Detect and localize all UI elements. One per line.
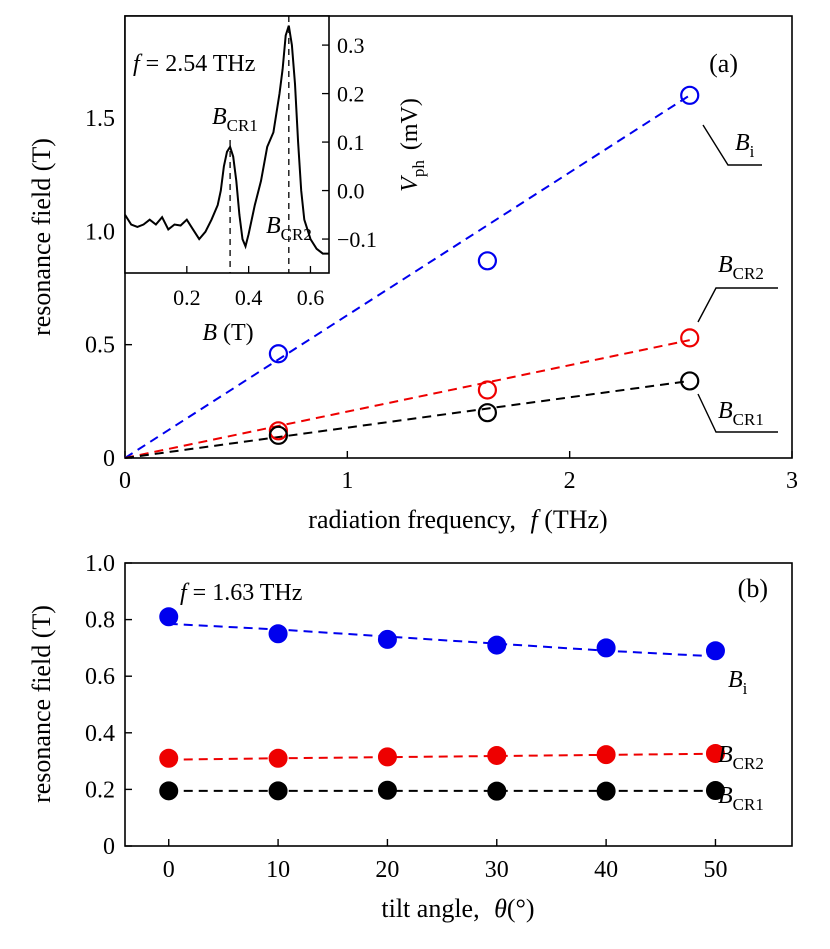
panel-a-point-bcr1 xyxy=(477,403,498,423)
panel-a-y-tick-label: 1.5 xyxy=(85,106,115,132)
panel-a-series-label-bcr1: BCR1 xyxy=(718,398,764,429)
inset-frame xyxy=(124,15,330,274)
panel-b-point-bi xyxy=(596,638,616,658)
inset-y-tick-label: −0.1 xyxy=(337,227,377,252)
panel-b-point-bcr1 xyxy=(705,781,725,801)
inset-y-tick-label: 0.2 xyxy=(337,82,365,107)
inset-resonance-markers xyxy=(229,16,290,273)
panel-b-y-axis-label: resonance field (T) xyxy=(27,605,56,803)
panel-a-fit-line-bi xyxy=(124,94,691,459)
panel-a-y-axis-label: resonance field (T) xyxy=(27,138,56,336)
panel-b-y-tick-label: 0.2 xyxy=(85,777,115,803)
panel-b-x-tick-label: 20 xyxy=(375,857,399,883)
panel-b-point-bcr1 xyxy=(377,780,397,800)
inset-y-tick-label: 0.1 xyxy=(337,130,365,155)
panel-b-point-bi xyxy=(487,635,507,655)
panel-b-y-tick-label: 0.8 xyxy=(85,608,115,634)
panel-b-point-bi xyxy=(268,624,288,644)
panel-a-markers xyxy=(268,85,700,445)
panel-b-x-tick-label: 40 xyxy=(594,857,618,883)
panel-a: 0 1 2 3 0 0.5 1.0 1.5 (a) Bi BCR2 BCR1 radiatio… xyxy=(27,15,798,534)
panel-a-point-bcr2 xyxy=(680,328,700,348)
inset-photovoltage-trace xyxy=(124,25,329,255)
panel-b-y-tick-label: 0.6 xyxy=(85,664,115,690)
inset-y-tick-label: 0.3 xyxy=(337,33,365,58)
panel-b-point-bcr1 xyxy=(487,781,507,801)
inset-x-tick-label: 0.2 xyxy=(173,285,201,310)
panel-a-x-tick-label: 3 xyxy=(786,468,798,494)
inset-x-tick-label: 0.4 xyxy=(235,285,263,310)
panel-a-point-bcr1 xyxy=(268,425,289,445)
panel-b-fit-lines xyxy=(168,622,716,792)
panel-a-series-label-bi: Bi xyxy=(735,130,755,161)
inset-x-tick-label: 0.6 xyxy=(297,285,325,310)
panel-b-point-bcr1 xyxy=(159,781,179,801)
panel-a-point-bcr2 xyxy=(268,421,289,441)
panel-a-x-tick-label: 2 xyxy=(564,468,576,494)
panel-b-y-tick-label: 0 xyxy=(103,834,115,860)
inset-frequency-annotation: f = 2.54 THz xyxy=(133,51,255,77)
panel-a-point-bcr1 xyxy=(680,371,700,391)
panel-b-point-bcr2 xyxy=(596,745,616,765)
panel-b-point-bi xyxy=(377,629,397,649)
inset-marker-label-bcr2: BCR2 xyxy=(266,213,312,244)
panel-b-point-bcr1 xyxy=(596,781,616,801)
panel-b-point-bcr2 xyxy=(268,748,288,768)
panel-a-y-tick-label: 1.0 xyxy=(85,219,115,245)
panel-a-fit-lines xyxy=(124,94,691,459)
panel-a-x-axis-label: radiation frequency, f (THz) xyxy=(308,505,607,534)
panel-b-label: (b) xyxy=(738,574,768,603)
panel-b-point-bi xyxy=(159,607,179,627)
panel-a-fit-line-bcr2 xyxy=(124,339,690,459)
panel-b-ticks: 0 10 20 30 40 50 0 0.2 0.4 0.6 0.8 1.0 xyxy=(85,551,727,883)
panel-a-label-leader-1 xyxy=(697,287,778,323)
panel-b-markers xyxy=(159,607,725,801)
panel-b-point-bcr2 xyxy=(487,745,507,765)
panel-a-label-leaders xyxy=(697,124,778,433)
panel-b-frame xyxy=(124,562,793,847)
panel-b-x-tick-label: 50 xyxy=(703,857,727,883)
panel-a-point-bi xyxy=(680,85,700,105)
panel-a-point-bi xyxy=(477,251,498,271)
panel-a-x-tick-label: 0 xyxy=(119,468,131,494)
panel-b-fit-line-bi xyxy=(168,622,716,658)
panel-a-point-bcr2 xyxy=(477,380,498,400)
panel-b-x-tick-label: 30 xyxy=(485,857,509,883)
panel-b-point-bcr1 xyxy=(268,781,288,801)
panel-b-point-bcr2 xyxy=(705,743,725,763)
inset-y-axis-label: Vph(mV) xyxy=(397,98,428,192)
inset-x-axis-label: B (T) xyxy=(202,320,253,346)
panel-a-label-leader-0 xyxy=(702,124,762,166)
panel-a-point-bi xyxy=(268,344,289,364)
panel-b-series-label-bi: Bi xyxy=(728,667,748,698)
panel-a-label-leader-2 xyxy=(697,393,778,433)
inset-y-tick-label: 0.0 xyxy=(337,179,365,204)
panel-a-x-tick-label: 1 xyxy=(341,468,353,494)
panel-b-point-bcr2 xyxy=(159,748,179,768)
panel-a-y-tick-label: 0 xyxy=(103,446,115,472)
panel-b-fit-line-bcr2 xyxy=(168,752,716,761)
inset-plot: 0.2 0.4 0.6 −0.1 0.0 0.1 0.2 0.3 f = 2.54 THz B… xyxy=(124,15,428,346)
panel-b-series-label-bcr1: BCR1 xyxy=(718,783,764,814)
panel-b: 0 10 20 30 40 50 0 0.2 0.4 0.6 0.8 1.0 (b) f = 1.63… xyxy=(27,551,793,923)
panel-b-series-label-bcr2: BCR2 xyxy=(718,742,764,773)
panel-a-series-label-bcr2: BCR2 xyxy=(718,252,764,283)
panel-a-label: (a) xyxy=(709,49,738,78)
panel-b-y-tick-label: 0.4 xyxy=(85,721,115,747)
panel-b-point-bi xyxy=(705,641,725,661)
panel-b-x-axis-label: tilt angle, θ(°) xyxy=(381,894,534,923)
panel-b-y-tick-label: 1.0 xyxy=(85,551,115,577)
inset-marker-label-bcr1: BCR1 xyxy=(212,104,258,135)
panel-a-y-tick-label: 0.5 xyxy=(85,333,115,359)
panel-b-frequency-annotation: f = 1.63 THz xyxy=(180,580,302,606)
panel-b-x-tick-label: 10 xyxy=(266,857,290,883)
inset-ticks: 0.2 0.4 0.6 −0.1 0.0 0.1 0.2 0.3 xyxy=(173,33,377,310)
panel-b-x-tick-label: 0 xyxy=(163,857,175,883)
panel-a-fit-line-bcr1 xyxy=(124,379,690,459)
panel-b-point-bcr2 xyxy=(377,747,397,767)
